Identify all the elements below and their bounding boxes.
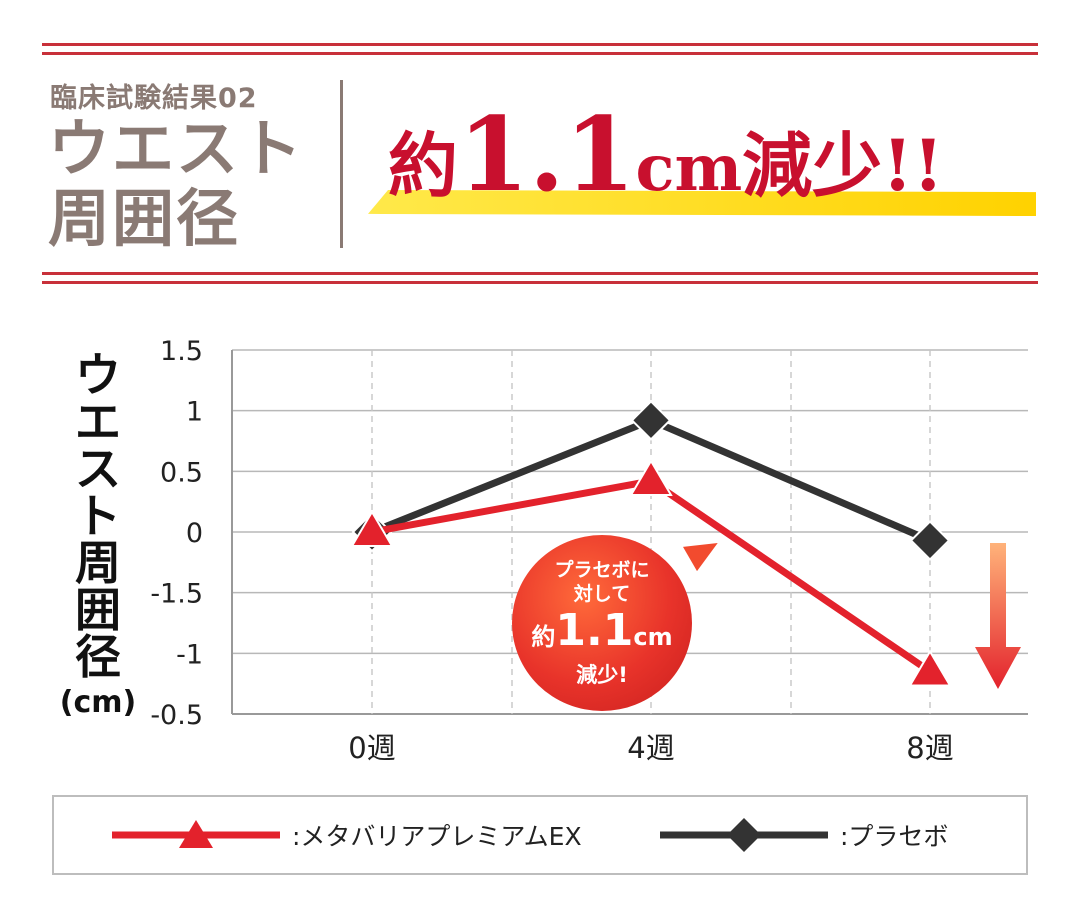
point-metabarrier: [350, 510, 394, 547]
callout-line1: プラセボに: [554, 559, 650, 581]
header-rule-bottom-2: [42, 281, 1038, 284]
y-tick-label: 1.5: [160, 336, 203, 367]
x-tick-label: 4週: [627, 731, 674, 765]
headline-post: 減少!!: [742, 124, 944, 207]
x-tick-label: 8週: [906, 731, 953, 765]
y-tick-label: -1.5: [150, 579, 203, 610]
callout-pre: 約: [531, 623, 556, 651]
y-tick-labels: 1.5 1 0.5 0 -1.5 -1 -0.5: [150, 336, 203, 731]
callout-background: [512, 535, 692, 711]
y-axis-label-text: ウエスト周囲径: [56, 352, 140, 681]
callout-bubble: プラセボに 対して 約1.1cm 減少!: [512, 530, 725, 711]
y-axis-label-char: ト: [75, 489, 121, 543]
x-tick-label: 0週: [348, 731, 395, 765]
y-axis-label-char: 囲: [75, 583, 121, 637]
point-placebo: [909, 520, 951, 561]
callout-text: プラセボに 対して 約1.1cm 減少!: [512, 535, 692, 711]
header-rule-top-1: [42, 43, 1038, 46]
y-tick-label: -1: [176, 639, 203, 670]
chart-series: [350, 399, 952, 687]
chart-grid: [231, 349, 1028, 715]
legend-item-placebo: :プラセボ: [660, 815, 948, 855]
callout-line4: 減少!: [576, 663, 628, 687]
headline-pre: 約: [388, 124, 458, 207]
header-rule-bottom-1: [42, 272, 1038, 275]
legend-label-placebo: :プラセボ: [840, 822, 949, 851]
callout-unit: cm: [633, 623, 673, 651]
down-arrow-icon: [975, 543, 1021, 689]
header-subtitle: 臨床試験結果02: [50, 83, 258, 114]
callout-line3: 約1.1cm: [531, 606, 672, 662]
legend-swatch-triangle: [112, 820, 280, 848]
point-placebo: [630, 399, 672, 441]
headline: 約1.1cm減少!!: [388, 104, 944, 224]
y-axis-label-char: 周: [75, 536, 121, 590]
y-tick-label: -0.5: [150, 700, 203, 731]
legend-swatch-diamond: [660, 818, 828, 852]
y-tick-label: 0.5: [160, 457, 203, 488]
headline-unit: cm: [635, 131, 743, 206]
header-separator: [340, 80, 343, 248]
legend-label-metabarrier: :メタバリアプレミアムEX: [292, 822, 582, 851]
header-title-line2: 周囲径: [48, 182, 241, 255]
callout-number: 1.1: [555, 605, 634, 656]
y-axis-label-char: ウ: [75, 348, 121, 402]
x-tick-labels: 0週 4週 8週: [348, 731, 953, 765]
header-title-line1: ウエスト: [48, 112, 305, 185]
legend-item-metabarrier: :メタバリアプレミアムEX: [112, 815, 582, 855]
headline-number: 1.1: [458, 95, 636, 215]
y-axis-label: ウエスト周囲径 (cm): [56, 352, 140, 723]
legend: :メタバリアプレミアムEX :プラセボ: [52, 795, 1028, 875]
y-axis-label-char: 径: [75, 630, 121, 684]
y-tick-label: 1: [186, 397, 203, 428]
callout-line2: 対して: [573, 583, 631, 605]
y-tick-label: 0: [186, 518, 203, 549]
y-axis-unit: (cm): [59, 685, 137, 720]
header-rule-top-2: [42, 52, 1038, 55]
y-axis-label-char: エ: [75, 395, 121, 449]
y-axis-label-char: ス: [75, 442, 121, 496]
point-metabarrier: [629, 459, 673, 497]
point-metabarrier: [908, 649, 952, 687]
headline-highlight: [368, 190, 1036, 216]
